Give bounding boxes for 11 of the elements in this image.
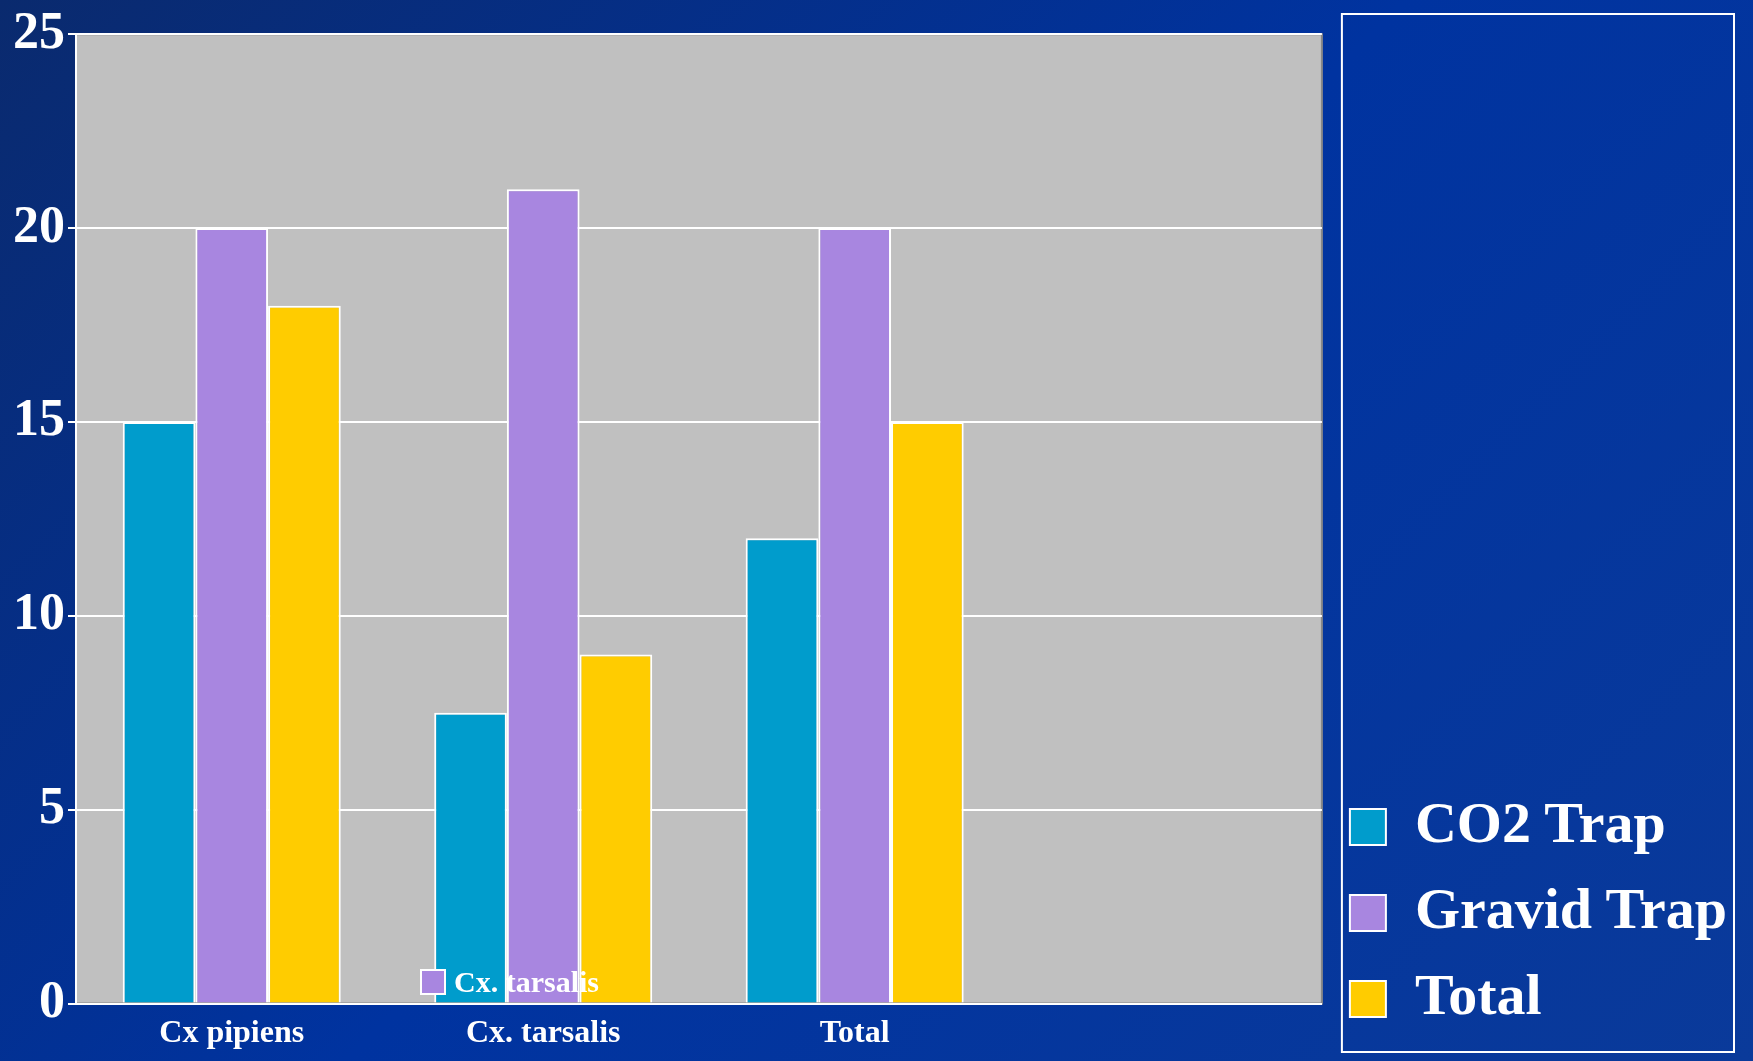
y-tick-label: 15 <box>13 389 65 447</box>
y-tick-label: 5 <box>39 777 65 835</box>
x-tick-label: Cx. tarsalis <box>465 1013 621 1050</box>
y-tick-label: 10 <box>13 583 65 641</box>
y-tick-label: 25 <box>13 1 65 59</box>
legend-label: CO2 Trap <box>1414 789 1666 855</box>
legend-label: Gravid Trap <box>1414 875 1727 941</box>
y-tick-label: 0 <box>39 971 65 1029</box>
y-tick-label: 20 <box>13 195 65 253</box>
x-tick-label: Cx pipiens <box>159 1013 305 1050</box>
x-tick-label: Total <box>819 1013 890 1050</box>
